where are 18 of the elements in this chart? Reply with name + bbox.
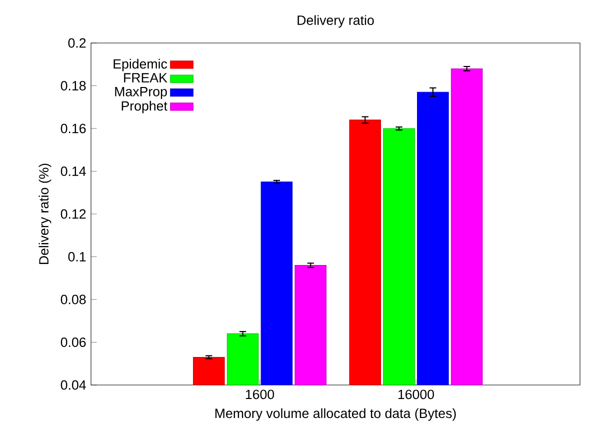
y-tick-label: 0.08 <box>60 294 86 304</box>
y-tick-label: 0.04 <box>60 380 86 390</box>
legend-label: FREAK <box>124 73 168 82</box>
y-tick-label: 0.06 <box>60 338 86 347</box>
y-tick-label: 0.1 <box>68 252 86 262</box>
chart-title: Delivery ratio <box>298 15 374 28</box>
y-axis-title: Delivery ratio (%) <box>38 164 52 264</box>
x-tick-label: 16000 <box>398 390 434 400</box>
x-axis-title: Memory volume allocated to data (Bytes) <box>215 408 456 421</box>
y-tick-label: 0.2 <box>68 38 86 48</box>
y-tick-label: 0.18 <box>60 81 86 90</box>
x-tick-label: 1600 <box>246 390 274 400</box>
legend-label: MaxProp <box>115 87 167 99</box>
y-tick-label: 0.12 <box>60 209 86 219</box>
legend-label: Epidemic <box>114 58 168 72</box>
y-tick-label: 0.14 <box>60 166 86 176</box>
legend-label: Prophet <box>122 100 168 114</box>
y-tick-label: 0.16 <box>60 124 86 134</box>
